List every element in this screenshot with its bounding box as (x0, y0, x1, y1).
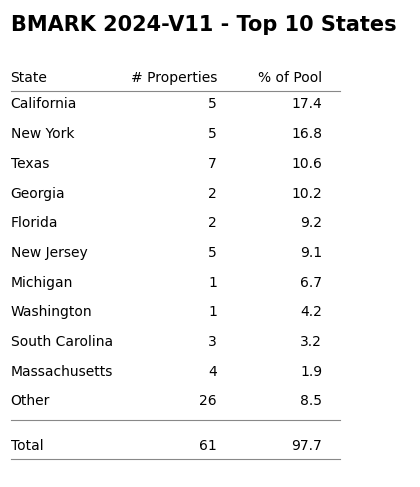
Text: 5: 5 (208, 127, 217, 141)
Text: 3: 3 (208, 335, 217, 349)
Text: 4.2: 4.2 (300, 305, 322, 319)
Text: 1: 1 (208, 276, 217, 290)
Text: 6.7: 6.7 (300, 276, 322, 290)
Text: Michigan: Michigan (10, 276, 73, 290)
Text: Florida: Florida (10, 216, 58, 230)
Text: 9.1: 9.1 (300, 246, 322, 260)
Text: Massachusetts: Massachusetts (10, 365, 113, 379)
Text: BMARK 2024-V11 - Top 10 States: BMARK 2024-V11 - Top 10 States (10, 15, 396, 35)
Text: 3.2: 3.2 (300, 335, 322, 349)
Text: New York: New York (10, 127, 74, 141)
Text: South Carolina: South Carolina (10, 335, 113, 349)
Text: 10.2: 10.2 (291, 187, 322, 201)
Text: 9.2: 9.2 (300, 216, 322, 230)
Text: 2: 2 (208, 187, 217, 201)
Text: 1.9: 1.9 (300, 365, 322, 379)
Text: % of Pool: % of Pool (258, 71, 322, 85)
Text: Other: Other (10, 394, 50, 409)
Text: Washington: Washington (10, 305, 92, 319)
Text: Texas: Texas (10, 157, 49, 171)
Text: 2: 2 (208, 216, 217, 230)
Text: California: California (10, 97, 77, 112)
Text: # Properties: # Properties (131, 71, 217, 85)
Text: 1: 1 (208, 305, 217, 319)
Text: 4: 4 (208, 365, 217, 379)
Text: 97.7: 97.7 (291, 439, 322, 453)
Text: 8.5: 8.5 (300, 394, 322, 409)
Text: 16.8: 16.8 (291, 127, 322, 141)
Text: 10.6: 10.6 (291, 157, 322, 171)
Text: 7: 7 (208, 157, 217, 171)
Text: 17.4: 17.4 (291, 97, 322, 112)
Text: Total: Total (10, 439, 43, 453)
Text: Georgia: Georgia (10, 187, 65, 201)
Text: 5: 5 (208, 246, 217, 260)
Text: State: State (10, 71, 47, 85)
Text: 26: 26 (200, 394, 217, 409)
Text: 61: 61 (200, 439, 217, 453)
Text: New Jersey: New Jersey (10, 246, 87, 260)
Text: 5: 5 (208, 97, 217, 112)
